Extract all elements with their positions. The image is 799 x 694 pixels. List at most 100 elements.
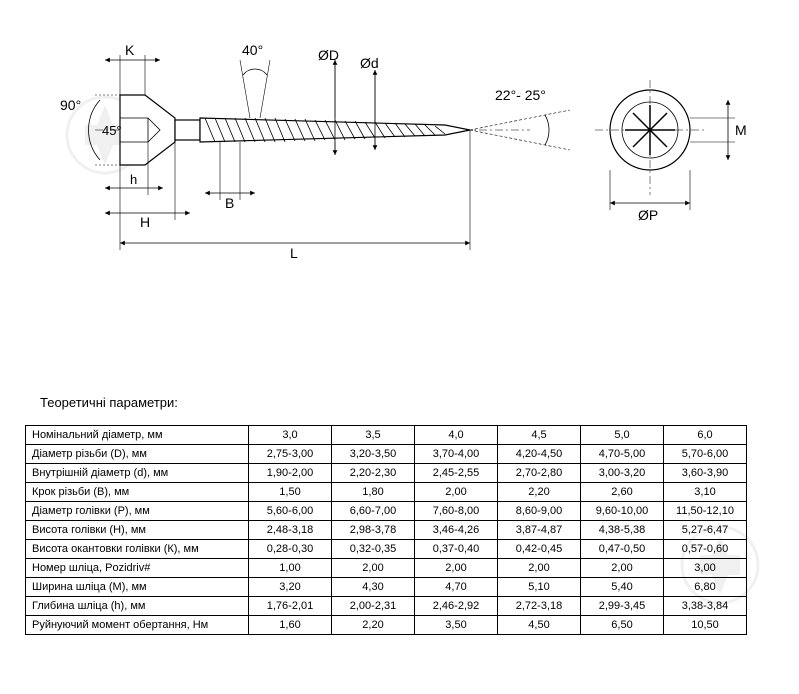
cell-value: 5,60-6,00 — [249, 502, 332, 521]
cell-value: 10,50 — [664, 616, 747, 635]
cell-value: 9,60-10,00 — [581, 502, 664, 521]
row-label: Руйнуючий момент обертання, Нм — [26, 616, 249, 635]
cell-value: 6,80 — [664, 578, 747, 597]
table-row: Висота окантовки голівки (К), мм0,28-0,3… — [26, 540, 747, 559]
cell-value: 2,75-3,00 — [249, 445, 332, 464]
cell-value: 3,60-3,90 — [664, 464, 747, 483]
cell-value: 3,10 — [664, 483, 747, 502]
table-row: Діаметр різьби (D), мм2,75-3,003,20-3,50… — [26, 445, 747, 464]
table-row: Ширина шліца (М), мм3,204,304,705,105,40… — [26, 578, 747, 597]
cell-value: 5,10 — [498, 578, 581, 597]
cell-value: 3,20 — [249, 578, 332, 597]
row-label: Номінальний діаметр, мм — [26, 426, 249, 445]
cell-value: 4,20-4,50 — [498, 445, 581, 464]
cell-value: 0,37-0,40 — [415, 540, 498, 559]
cell-value: 3,50 — [415, 616, 498, 635]
screw-diagram: 90° 45° K 40° ØD Ød 22°- 25° h — [0, 0, 799, 290]
cell-value: 1,80 — [332, 483, 415, 502]
angle-tip-label: 22°- 25° — [495, 87, 546, 103]
cell-value: 0,47-0,50 — [581, 540, 664, 559]
cell-value: 6,50 — [581, 616, 664, 635]
cell-value: 0,42-0,45 — [498, 540, 581, 559]
cell-value: 2,20 — [498, 483, 581, 502]
cell-value: 3,5 — [332, 426, 415, 445]
cell-value: 11,50-12,10 — [664, 502, 747, 521]
cell-value: 2,00 — [332, 559, 415, 578]
cell-value: 2,99-3,45 — [581, 597, 664, 616]
cell-value: 2,00 — [415, 483, 498, 502]
dim-OP: ØP — [638, 207, 658, 223]
dim-K: K — [125, 42, 135, 58]
cell-value: 5,70-6,00 — [664, 445, 747, 464]
angle-45-label: 45° — [102, 123, 122, 138]
cell-value: 4,70-5,00 — [581, 445, 664, 464]
cell-value: 2,20-2,30 — [332, 464, 415, 483]
table-row: Номінальний діаметр, мм3,03,54,04,55,06,… — [26, 426, 747, 445]
cell-value: 3,0 — [249, 426, 332, 445]
cell-value: 5,0 — [581, 426, 664, 445]
cell-value: 0,28-0,30 — [249, 540, 332, 559]
dim-H: H — [140, 214, 150, 230]
cell-value: 2,46-2,92 — [415, 597, 498, 616]
cell-value: 4,50 — [498, 616, 581, 635]
cell-value: 4,38-5,38 — [581, 521, 664, 540]
dim-OD: ØD — [318, 47, 339, 63]
cell-value: 0,32-0,35 — [332, 540, 415, 559]
cell-value: 8,60-9,00 — [498, 502, 581, 521]
cell-value: 3,20-3,50 — [332, 445, 415, 464]
angle-40-label: 40° — [242, 42, 263, 58]
table-row: Руйнуючий момент обертання, Нм1,602,203,… — [26, 616, 747, 635]
cell-value: 6,60-7,00 — [332, 502, 415, 521]
cell-value: 2,70-2,80 — [498, 464, 581, 483]
cell-value: 2,60 — [581, 483, 664, 502]
spec-table: Номінальний діаметр, мм3,03,54,04,55,06,… — [25, 425, 747, 635]
cell-value: 7,60-8,00 — [415, 502, 498, 521]
row-label: Глибина шліца (h), мм — [26, 597, 249, 616]
cell-value: 6,0 — [664, 426, 747, 445]
cell-value: 3,70-4,00 — [415, 445, 498, 464]
table-title: Теоретичні параметри: — [40, 395, 178, 410]
dim-L: L — [290, 245, 298, 261]
cell-value: 5,27-6,47 — [664, 521, 747, 540]
cell-value: 4,70 — [415, 578, 498, 597]
row-label: Ширина шліца (М), мм — [26, 578, 249, 597]
row-label: Діаметр різьби (D), мм — [26, 445, 249, 464]
cell-value: 3,38-3,84 — [664, 597, 747, 616]
cell-value: 3,46-4,26 — [415, 521, 498, 540]
cell-value: 2,00 — [581, 559, 664, 578]
table-row: Номер шліца, Pozidriv#1,002,002,002,002,… — [26, 559, 747, 578]
cell-value: 4,0 — [415, 426, 498, 445]
table-row: Крок різьби (В), мм1,501,802,002,202,603… — [26, 483, 747, 502]
row-label: Діаметр голівки (Р), мм — [26, 502, 249, 521]
cell-value: 2,00-2,31 — [332, 597, 415, 616]
cell-value: 1,50 — [249, 483, 332, 502]
cell-value: 2,20 — [332, 616, 415, 635]
table-row: Внутрішній діаметр (d), мм1,90-2,002,20-… — [26, 464, 747, 483]
row-label: Внутрішній діаметр (d), мм — [26, 464, 249, 483]
cell-value: 1,60 — [249, 616, 332, 635]
dim-B: B — [225, 195, 234, 211]
dim-M: M — [735, 122, 747, 138]
cell-value: 3,87-4,87 — [498, 521, 581, 540]
table-row: Діаметр голівки (Р), мм5,60-6,006,60-7,0… — [26, 502, 747, 521]
cell-value: 4,30 — [332, 578, 415, 597]
dim-Od: Ød — [360, 55, 379, 71]
angle-90-label: 90° — [60, 97, 81, 113]
cell-value: 1,00 — [249, 559, 332, 578]
cell-value: 2,48-3,18 — [249, 521, 332, 540]
row-label: Висота окантовки голівки (К), мм — [26, 540, 249, 559]
cell-value: 2,00 — [498, 559, 581, 578]
cell-value: 5,40 — [581, 578, 664, 597]
cell-value: 0,57-0,60 — [664, 540, 747, 559]
cell-value: 2,45-2,55 — [415, 464, 498, 483]
cell-value: 2,98-3,78 — [332, 521, 415, 540]
cell-value: 2,72-3,18 — [498, 597, 581, 616]
cell-value: 4,5 — [498, 426, 581, 445]
table-row: Висота голівки (Н), мм2,48-3,182,98-3,78… — [26, 521, 747, 540]
table-row: Глибина шліца (h), мм1,76-2,012,00-2,312… — [26, 597, 747, 616]
cell-value: 3,00 — [664, 559, 747, 578]
cell-value: 2,00 — [415, 559, 498, 578]
row-label: Висота голівки (Н), мм — [26, 521, 249, 540]
cell-value: 1,90-2,00 — [249, 464, 332, 483]
row-label: Номер шліца, Pozidriv# — [26, 559, 249, 578]
